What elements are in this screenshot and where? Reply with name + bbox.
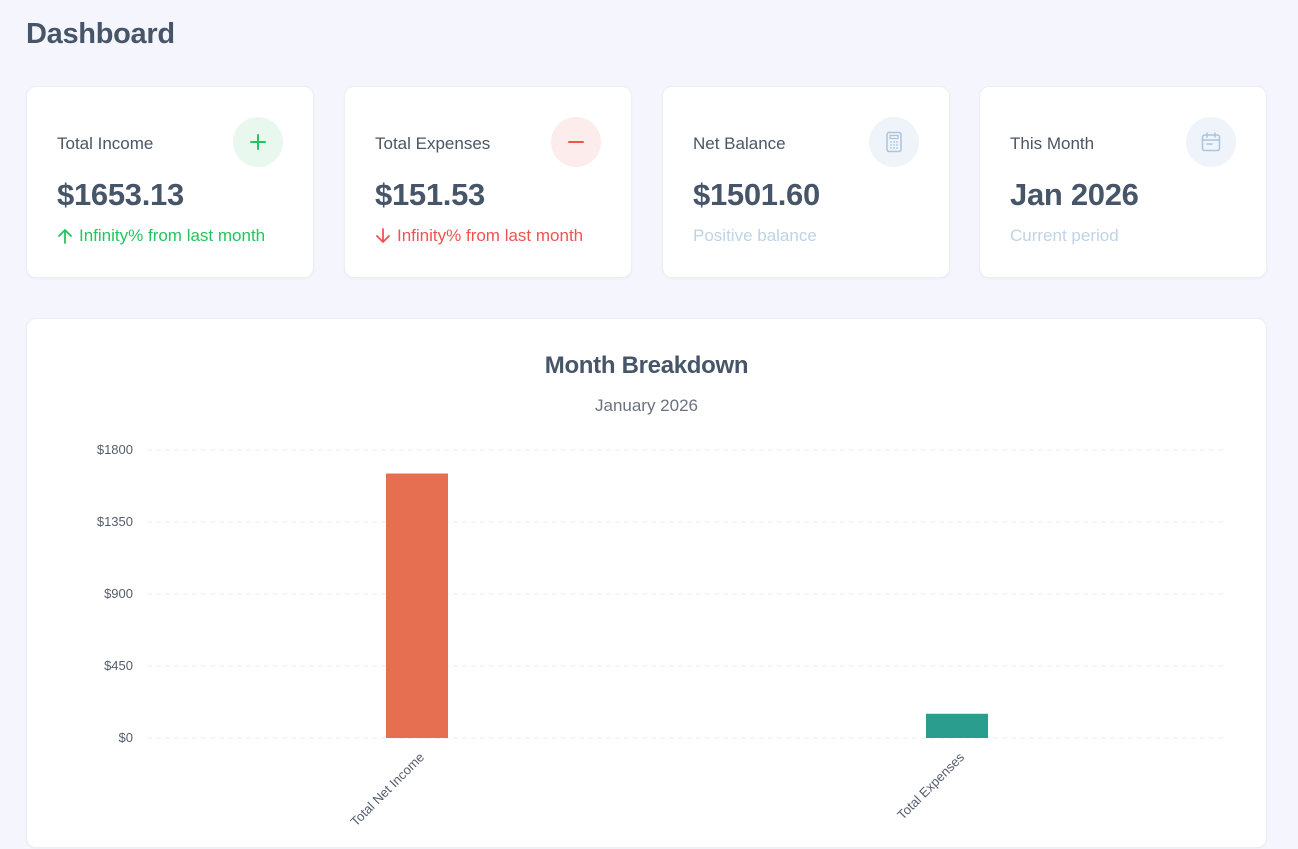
- x-category-label: Total Net Income: [348, 750, 428, 830]
- y-tick-label: $1800: [97, 442, 133, 457]
- y-tick-label: $900: [104, 586, 133, 601]
- net-balance-card: Net Balance $1501.60 Positive balance: [662, 86, 950, 278]
- calendar-icon: [1186, 117, 1236, 167]
- card-value: Jan 2026: [1010, 177, 1139, 212]
- chart-subtitle: January 2026: [594, 396, 699, 415]
- x-category-label: Total Expenses: [894, 749, 967, 822]
- arrow-down-icon: [376, 228, 390, 243]
- calculator-icon: [869, 117, 919, 167]
- y-tick-label: $450: [104, 658, 133, 673]
- bar-chart: $0 $450 $900 $1350 $1800 Total Net Income Tota…: [97, 442, 1227, 830]
- bar-total-expenses[interactable]: [926, 713, 988, 738]
- card-value: $1653.13: [57, 177, 184, 212]
- card-trend: Infinity% from last month: [57, 226, 265, 246]
- y-tick-label: $1350: [97, 514, 133, 529]
- arrow-up-icon: [58, 229, 72, 244]
- card-value: $151.53: [375, 177, 485, 212]
- card-trend-text: Infinity% from last month: [397, 226, 584, 245]
- y-tick-label: $0: [119, 730, 133, 745]
- page-title: Dashboard: [26, 18, 175, 50]
- card-trend-text: Infinity% from last month: [79, 226, 266, 245]
- card-trend: Infinity% from last month: [375, 226, 583, 246]
- card-label: This Month: [1010, 134, 1095, 153]
- total-income-card: Total Income $1653.13 Infinity% from las…: [26, 86, 314, 278]
- card-subtitle-text: Current period: [1010, 226, 1119, 245]
- card-subtitle: Positive balance: [693, 226, 817, 246]
- card-subtitle: Current period: [1010, 226, 1119, 246]
- card-label: Total Income: [57, 134, 154, 153]
- total-expenses-card: Total Expenses $151.53 Infinity% from la…: [344, 86, 632, 278]
- plus-icon: [233, 117, 283, 167]
- bar-total-net-income[interactable]: [386, 473, 448, 738]
- minus-icon: [551, 117, 601, 167]
- this-month-card: This Month Jan 2026 Current period: [979, 86, 1267, 278]
- card-label: Total Expenses: [375, 134, 491, 153]
- card-label: Net Balance: [693, 134, 786, 153]
- card-value: $1501.60: [693, 177, 820, 212]
- month-breakdown-card: Month Breakdown January 2026 $0 $450 $900 $…: [26, 318, 1267, 848]
- card-subtitle-text: Positive balance: [693, 226, 817, 245]
- chart-title: Month Breakdown: [544, 352, 749, 379]
